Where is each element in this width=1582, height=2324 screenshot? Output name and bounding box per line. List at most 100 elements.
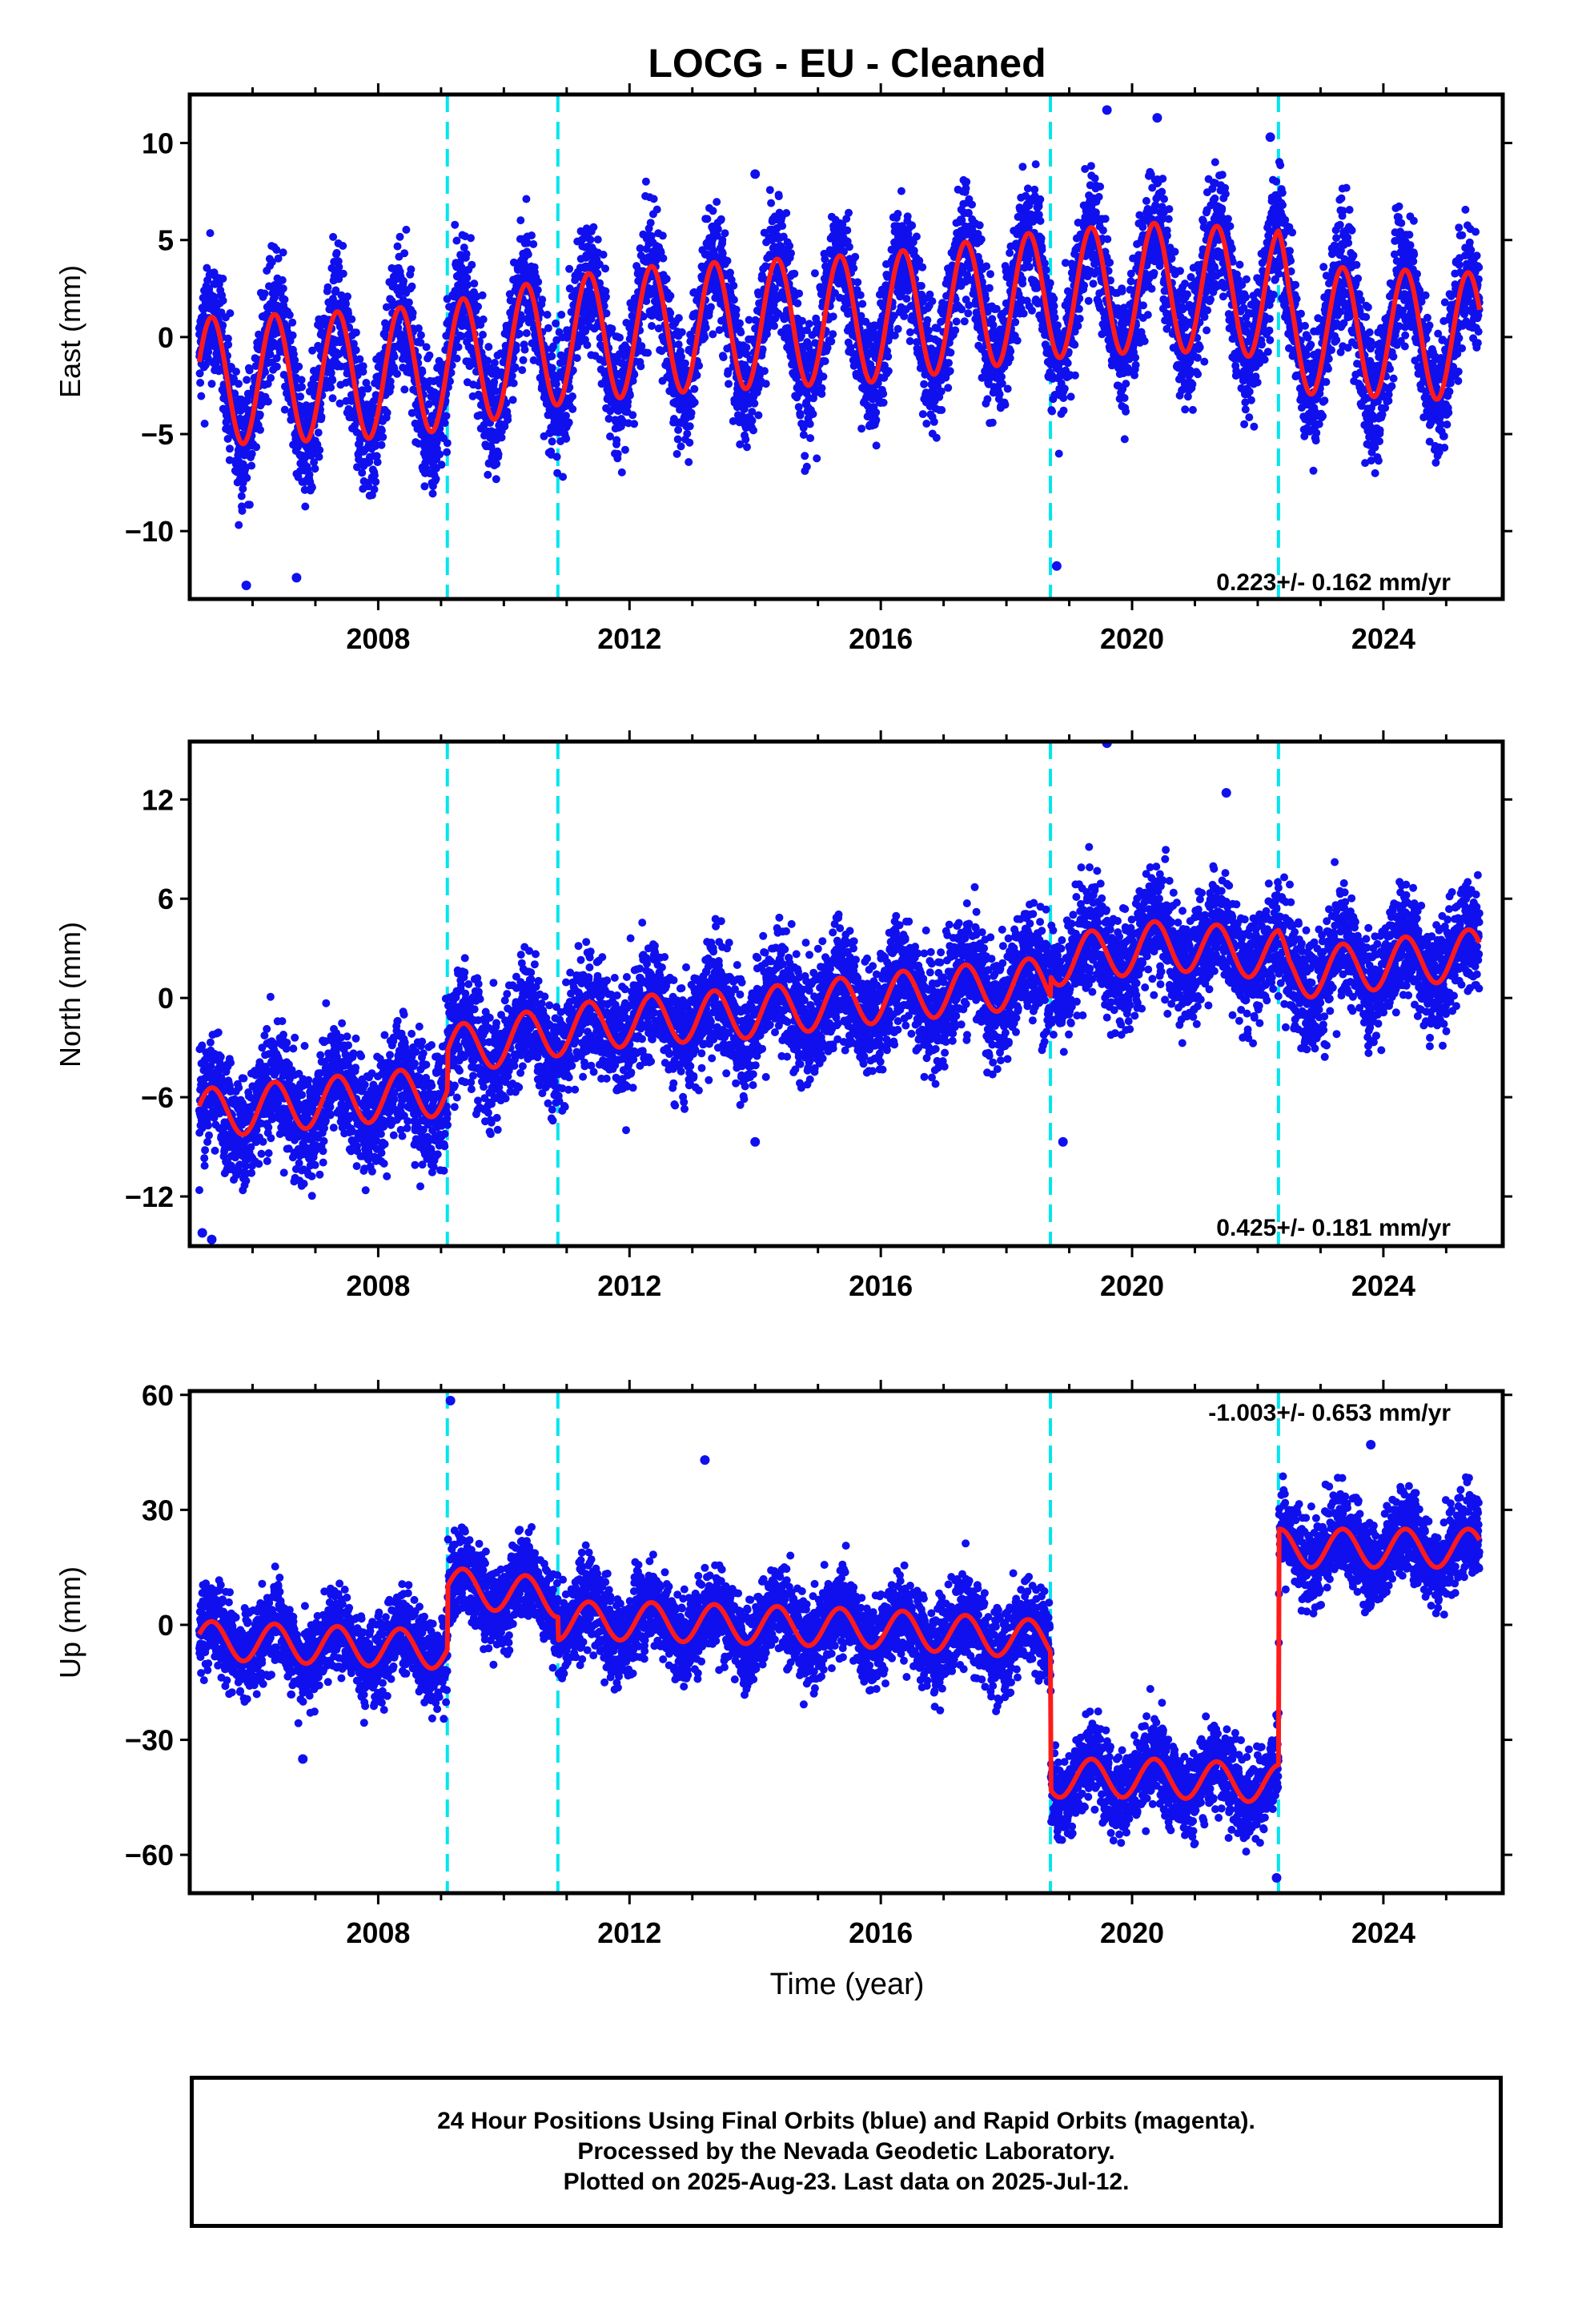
position-point — [355, 355, 364, 364]
position-point — [564, 418, 573, 427]
position-point — [857, 424, 866, 433]
position-point — [400, 385, 409, 394]
position-point — [729, 281, 738, 290]
position-point — [690, 398, 699, 407]
position-point — [706, 303, 715, 312]
position-point — [977, 235, 986, 243]
position-point — [695, 361, 704, 370]
position-point — [363, 384, 372, 393]
position-point — [393, 242, 402, 251]
position-point — [810, 269, 819, 278]
position-point — [1040, 259, 1049, 267]
position-point — [586, 235, 595, 244]
position-point — [884, 352, 893, 361]
position-point — [239, 485, 247, 493]
position-point — [599, 251, 608, 259]
position-point — [393, 369, 401, 378]
position-point — [317, 412, 326, 421]
position-point — [893, 210, 902, 218]
position-point — [760, 367, 769, 376]
position-point — [226, 444, 234, 453]
position-point — [322, 376, 331, 384]
position-point — [414, 324, 423, 332]
position-point — [787, 249, 795, 258]
position-point — [897, 187, 905, 195]
position-point — [479, 331, 487, 339]
chart-title: LOCG - EU - Cleaned — [648, 41, 1046, 86]
position-point — [770, 322, 778, 330]
position-point — [884, 367, 893, 376]
position-point — [207, 380, 216, 388]
position-point — [568, 404, 577, 413]
position-point — [1031, 160, 1040, 169]
position-point — [408, 308, 417, 317]
position-point — [872, 408, 881, 416]
position-point — [335, 399, 344, 408]
position-point — [272, 354, 281, 363]
position-point — [685, 458, 693, 466]
position-point — [196, 379, 205, 387]
position-point — [343, 292, 351, 301]
position-point — [351, 421, 359, 430]
position-point — [616, 333, 624, 342]
position-point — [918, 410, 927, 419]
position-point — [701, 324, 710, 332]
position-point — [544, 324, 552, 332]
position-point — [504, 416, 512, 424]
position-point — [255, 410, 264, 419]
position-point — [1013, 336, 1022, 345]
position-point — [519, 356, 528, 364]
position-point — [845, 243, 853, 251]
position-point — [285, 311, 294, 320]
position-point — [291, 356, 299, 364]
position-point — [315, 446, 324, 454]
position-point — [335, 263, 343, 271]
position-point — [279, 284, 287, 293]
position-point — [467, 234, 475, 243]
position-point — [601, 292, 610, 301]
position-point — [197, 392, 206, 400]
position-point — [795, 289, 804, 298]
position-point — [674, 425, 683, 434]
position-point — [224, 340, 233, 349]
position-point — [437, 460, 446, 469]
position-point — [565, 264, 574, 273]
position-point — [327, 383, 335, 392]
position-point — [909, 247, 918, 255]
position-point — [522, 195, 531, 203]
position-point — [683, 429, 692, 438]
position-point — [719, 353, 728, 362]
position-point — [371, 477, 380, 486]
position-point — [853, 278, 862, 287]
position-point — [982, 262, 991, 271]
position-point — [893, 324, 902, 333]
position-point — [690, 384, 699, 393]
position-point — [508, 372, 516, 380]
position-point — [737, 328, 745, 337]
position-point — [908, 221, 917, 230]
position-point — [625, 391, 634, 400]
position-point — [646, 219, 655, 227]
position-point — [201, 360, 210, 369]
position-point — [741, 435, 750, 444]
position-point — [230, 374, 238, 383]
position-point — [245, 366, 254, 375]
position-point — [266, 350, 275, 359]
position-point — [951, 326, 960, 335]
position-point — [452, 354, 461, 363]
position-point — [524, 250, 532, 259]
position-point — [790, 269, 799, 278]
position-point — [351, 328, 360, 337]
position-point — [245, 501, 254, 509]
position-point — [765, 186, 774, 195]
position-point — [328, 394, 337, 403]
position-point — [442, 412, 451, 420]
position-point — [968, 200, 976, 209]
east-axis-label: East (mm) — [54, 265, 86, 398]
position-point — [307, 483, 316, 492]
east-plot-area — [195, 94, 1484, 599]
position-point — [478, 291, 487, 300]
position-point — [721, 229, 729, 238]
position-point — [713, 225, 722, 233]
